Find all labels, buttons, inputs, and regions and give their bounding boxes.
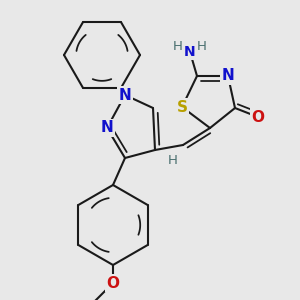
- Text: N: N: [118, 88, 131, 103]
- Text: H: H: [173, 40, 183, 52]
- Text: N: N: [184, 45, 196, 59]
- Text: S: S: [176, 100, 188, 115]
- Text: N: N: [222, 68, 234, 83]
- Text: H: H: [197, 40, 207, 52]
- Text: O: O: [106, 275, 119, 290]
- Text: H: H: [168, 154, 178, 166]
- Text: N: N: [100, 121, 113, 136]
- Text: O: O: [251, 110, 265, 124]
